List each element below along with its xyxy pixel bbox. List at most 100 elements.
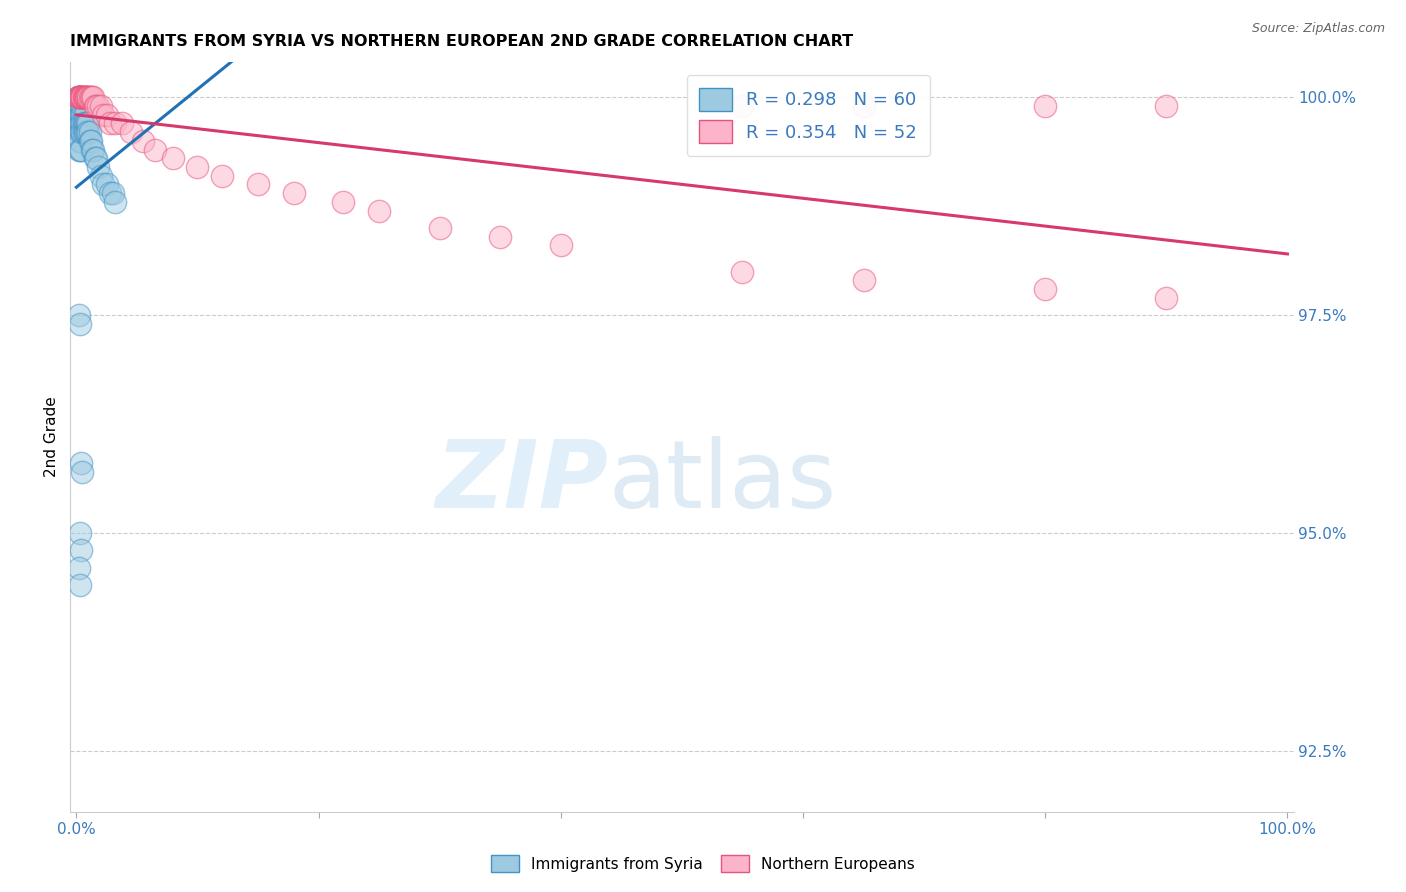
Point xyxy=(132,134,155,148)
Point xyxy=(67,143,90,157)
Point xyxy=(67,116,90,130)
Point xyxy=(80,134,103,148)
Point xyxy=(70,108,93,122)
Point xyxy=(852,99,875,113)
Point xyxy=(82,90,104,104)
Point xyxy=(75,125,97,139)
Point xyxy=(69,99,91,113)
Point xyxy=(69,108,91,122)
Point xyxy=(1156,99,1178,113)
Point xyxy=(111,116,134,130)
Point xyxy=(77,125,100,139)
Point xyxy=(70,90,93,104)
Point xyxy=(79,125,101,139)
Point xyxy=(72,90,94,104)
Point xyxy=(80,90,103,104)
Y-axis label: 2nd Grade: 2nd Grade xyxy=(44,397,59,477)
Point xyxy=(852,273,875,287)
Point xyxy=(76,116,98,130)
Point xyxy=(73,108,96,122)
Point xyxy=(67,90,90,104)
Point xyxy=(90,99,112,113)
Point xyxy=(332,194,354,209)
Point xyxy=(72,116,94,130)
Point xyxy=(72,465,94,479)
Point xyxy=(72,99,94,113)
Point xyxy=(77,90,100,104)
Point xyxy=(104,194,127,209)
Point xyxy=(69,125,91,139)
Point xyxy=(90,169,112,183)
Point xyxy=(72,125,94,139)
Point xyxy=(67,99,90,113)
Point xyxy=(91,178,114,192)
Point xyxy=(69,134,91,148)
Point xyxy=(731,99,754,113)
Point xyxy=(72,108,94,122)
Text: Source: ZipAtlas.com: Source: ZipAtlas.com xyxy=(1251,22,1385,36)
Point xyxy=(73,125,96,139)
Point xyxy=(83,151,105,165)
Point xyxy=(79,134,101,148)
Point xyxy=(77,116,100,130)
Point xyxy=(67,90,90,104)
Point xyxy=(69,116,91,130)
Point xyxy=(70,99,93,113)
Point xyxy=(67,125,90,139)
Point xyxy=(73,90,96,104)
Point xyxy=(1033,282,1056,296)
Point xyxy=(70,125,93,139)
Point xyxy=(76,125,98,139)
Point xyxy=(69,525,91,540)
Point xyxy=(96,108,118,122)
Point xyxy=(247,178,270,192)
Point xyxy=(1156,291,1178,305)
Point xyxy=(72,108,94,122)
Point xyxy=(87,160,110,174)
Point xyxy=(211,169,233,183)
Point xyxy=(79,90,101,104)
Point xyxy=(69,90,91,104)
Point xyxy=(429,221,451,235)
Point xyxy=(75,90,97,104)
Point xyxy=(67,308,90,322)
Point xyxy=(72,90,94,104)
Point xyxy=(84,99,107,113)
Text: ZIP: ZIP xyxy=(436,436,609,528)
Point xyxy=(70,456,93,470)
Point xyxy=(82,90,104,104)
Point xyxy=(72,116,94,130)
Point xyxy=(143,143,166,157)
Point xyxy=(162,151,184,165)
Point xyxy=(70,116,93,130)
Legend: Immigrants from Syria, Northern Europeans: Immigrants from Syria, Northern European… xyxy=(484,847,922,880)
Point xyxy=(489,229,512,244)
Point xyxy=(550,238,572,252)
Point xyxy=(731,264,754,278)
Point xyxy=(1033,99,1056,113)
Point xyxy=(104,116,127,130)
Text: IMMIGRANTS FROM SYRIA VS NORTHERN EUROPEAN 2ND GRADE CORRELATION CHART: IMMIGRANTS FROM SYRIA VS NORTHERN EUROPE… xyxy=(70,34,853,49)
Point xyxy=(76,90,98,104)
Point xyxy=(67,561,90,575)
Point xyxy=(75,116,97,130)
Point xyxy=(120,125,142,139)
Point xyxy=(96,178,118,192)
Point xyxy=(368,203,391,218)
Point xyxy=(73,116,96,130)
Point xyxy=(67,90,90,104)
Point xyxy=(70,90,93,104)
Point xyxy=(87,99,110,113)
Point xyxy=(77,90,100,104)
Point xyxy=(69,143,91,157)
Point xyxy=(67,90,90,104)
Point xyxy=(73,90,96,104)
Point xyxy=(84,151,107,165)
Point xyxy=(66,99,89,113)
Point xyxy=(69,90,91,104)
Point xyxy=(98,186,121,201)
Point xyxy=(66,90,89,104)
Point xyxy=(72,90,94,104)
Point xyxy=(83,99,105,113)
Point xyxy=(91,108,114,122)
